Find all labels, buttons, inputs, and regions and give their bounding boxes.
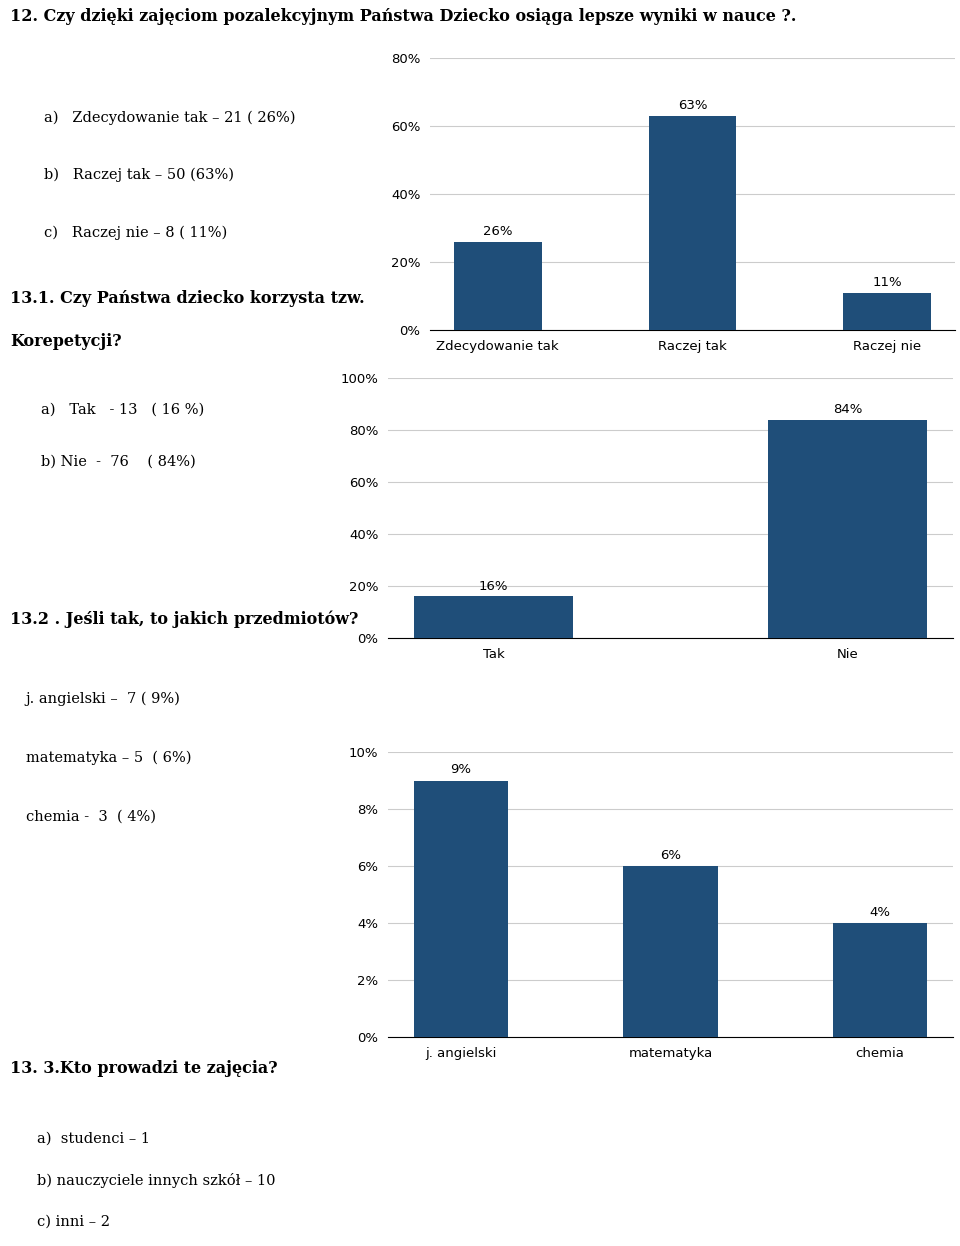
Bar [649,116,736,330]
Text: 13.2 . Jeśli tak, to jakich przedmiotów?: 13.2 . Jeśli tak, to jakich przedmiotów? [10,611,358,628]
Bar [454,242,541,330]
Text: 84%: 84% [833,402,862,416]
Text: b) Nie  -  76    ( 84%): b) Nie - 76 ( 84%) [41,455,196,468]
Text: b)   Raczej tak – 50 (63%): b) Raczej tak – 50 (63%) [43,168,233,182]
Text: 4%: 4% [870,906,891,918]
Text: 26%: 26% [483,226,513,238]
Text: c) inni – 2: c) inni – 2 [37,1215,110,1229]
Text: 12. Czy dzięki zajęciom pozalekcyjnym Państwa Dziecko osiąga lepsze wyniki w nau: 12. Czy dzięki zajęciom pozalekcyjnym Pa… [10,7,797,25]
Text: c)   Raczej nie – 8 ( 11%): c) Raczej nie – 8 ( 11%) [43,226,227,240]
Bar [623,866,718,1037]
Text: 13. 3.Kto prowadzi te zajęcia?: 13. 3.Kto prowadzi te zajęcia? [10,1060,277,1077]
Text: a)  studenci – 1: a) studenci – 1 [37,1133,150,1146]
Text: j. angielski –  7 ( 9%): j. angielski – 7 ( 9%) [26,692,180,705]
Bar [414,597,573,638]
Text: matematyka – 5  ( 6%): matematyka – 5 ( 6%) [26,750,191,765]
Text: 6%: 6% [660,849,681,862]
Text: 16%: 16% [479,579,508,593]
Text: chemia -  3  ( 4%): chemia - 3 ( 4%) [26,810,156,824]
Text: b) nauczyciele innych szkół – 10: b) nauczyciele innych szkół – 10 [37,1174,276,1189]
Bar [768,420,927,638]
Bar [844,293,931,330]
Text: a)   Tak   - 13   ( 16 %): a) Tak - 13 ( 16 %) [41,402,204,416]
Text: 11%: 11% [873,277,902,289]
Text: 13.1. Czy Państwa dziecko korzysta tzw.: 13.1. Czy Państwa dziecko korzysta tzw. [10,290,365,307]
Bar [414,780,508,1037]
Text: Korepetycji?: Korepetycji? [10,333,122,350]
Text: 9%: 9% [450,764,471,776]
Text: 63%: 63% [678,100,708,112]
Text: a)   Zdecydowanie tak – 21 ( 26%): a) Zdecydowanie tak – 21 ( 26%) [43,111,295,125]
Bar [833,923,927,1037]
